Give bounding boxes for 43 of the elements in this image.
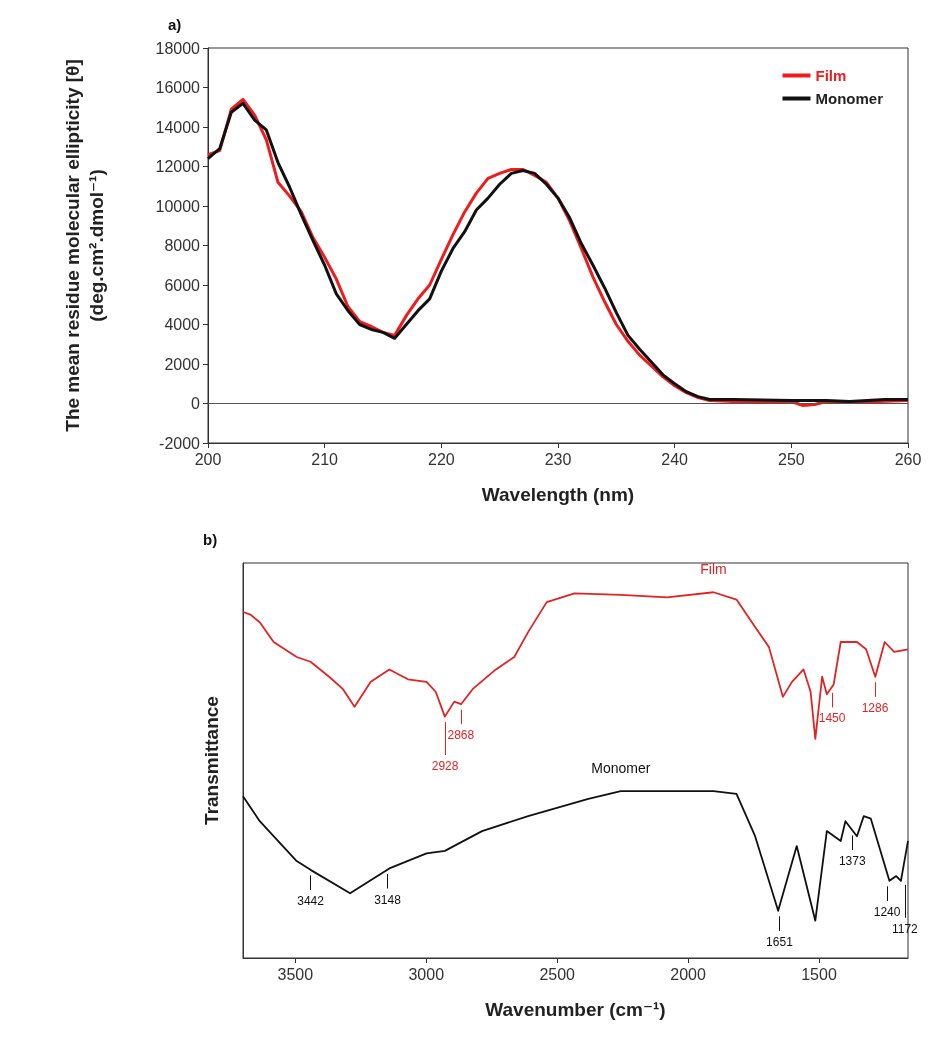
x-tick-label: 3500	[277, 965, 314, 983]
x-tick-label: 260	[894, 450, 922, 468]
y-tick-label: 0	[191, 395, 201, 412]
y-tick-label: 14000	[155, 118, 201, 136]
annotation: 1450	[818, 711, 846, 726]
annotation: 2928	[431, 759, 459, 774]
annotation: 3442	[297, 893, 325, 908]
y-tick-label: 18000	[155, 39, 201, 57]
annotation: 1286	[861, 700, 889, 715]
chart-title: a)	[168, 16, 182, 33]
x-tick-label: 200	[194, 450, 222, 468]
x-axis-title: Wavelength (nm)	[481, 484, 635, 505]
legend-label: Monomer	[815, 90, 884, 107]
x-tick-label: 230	[544, 450, 572, 468]
y-tick-label: 6000	[164, 276, 201, 294]
series-label: Film	[700, 560, 727, 577]
x-tick-label: 210	[311, 450, 339, 468]
y-tick-label: -2000	[159, 434, 201, 452]
y-tick-label: 2000	[164, 355, 201, 373]
x-tick-label: 240	[661, 450, 689, 468]
x-axis-title: Wavenumber (cm⁻¹)	[485, 999, 666, 1020]
legend-label: Film	[815, 67, 847, 84]
annotation: 1651	[766, 934, 794, 949]
y-tick-label: 8000	[164, 237, 201, 254]
y-tick-label: 10000	[155, 197, 201, 215]
annotation: 1373	[838, 854, 866, 869]
x-tick-label: 3000	[408, 965, 445, 983]
chart-title: b)	[203, 531, 218, 548]
x-tick-label: 250	[777, 450, 805, 468]
y-tick-label: 4000	[164, 316, 201, 333]
y-tick-label: 16000	[155, 79, 201, 96]
y-tick-label: 12000	[155, 158, 201, 175]
x-tick-label: 2500	[539, 965, 576, 983]
annotation: 1172	[891, 921, 919, 936]
annotation: 2868	[447, 728, 475, 743]
annotation: 3148	[374, 892, 402, 907]
y-axis-title: The mean residue molecular ellipticity [θ] (deg.cm².dmol⁻¹)	[61, 59, 107, 432]
annotation: 1240	[873, 904, 901, 919]
x-tick-label: 1500	[801, 965, 837, 983]
x-tick-label: 220	[427, 450, 455, 468]
y-axis-title: Transmittance	[200, 696, 222, 825]
x-tick-label: 2000	[670, 965, 706, 983]
series-label: Monomer	[591, 759, 651, 776]
